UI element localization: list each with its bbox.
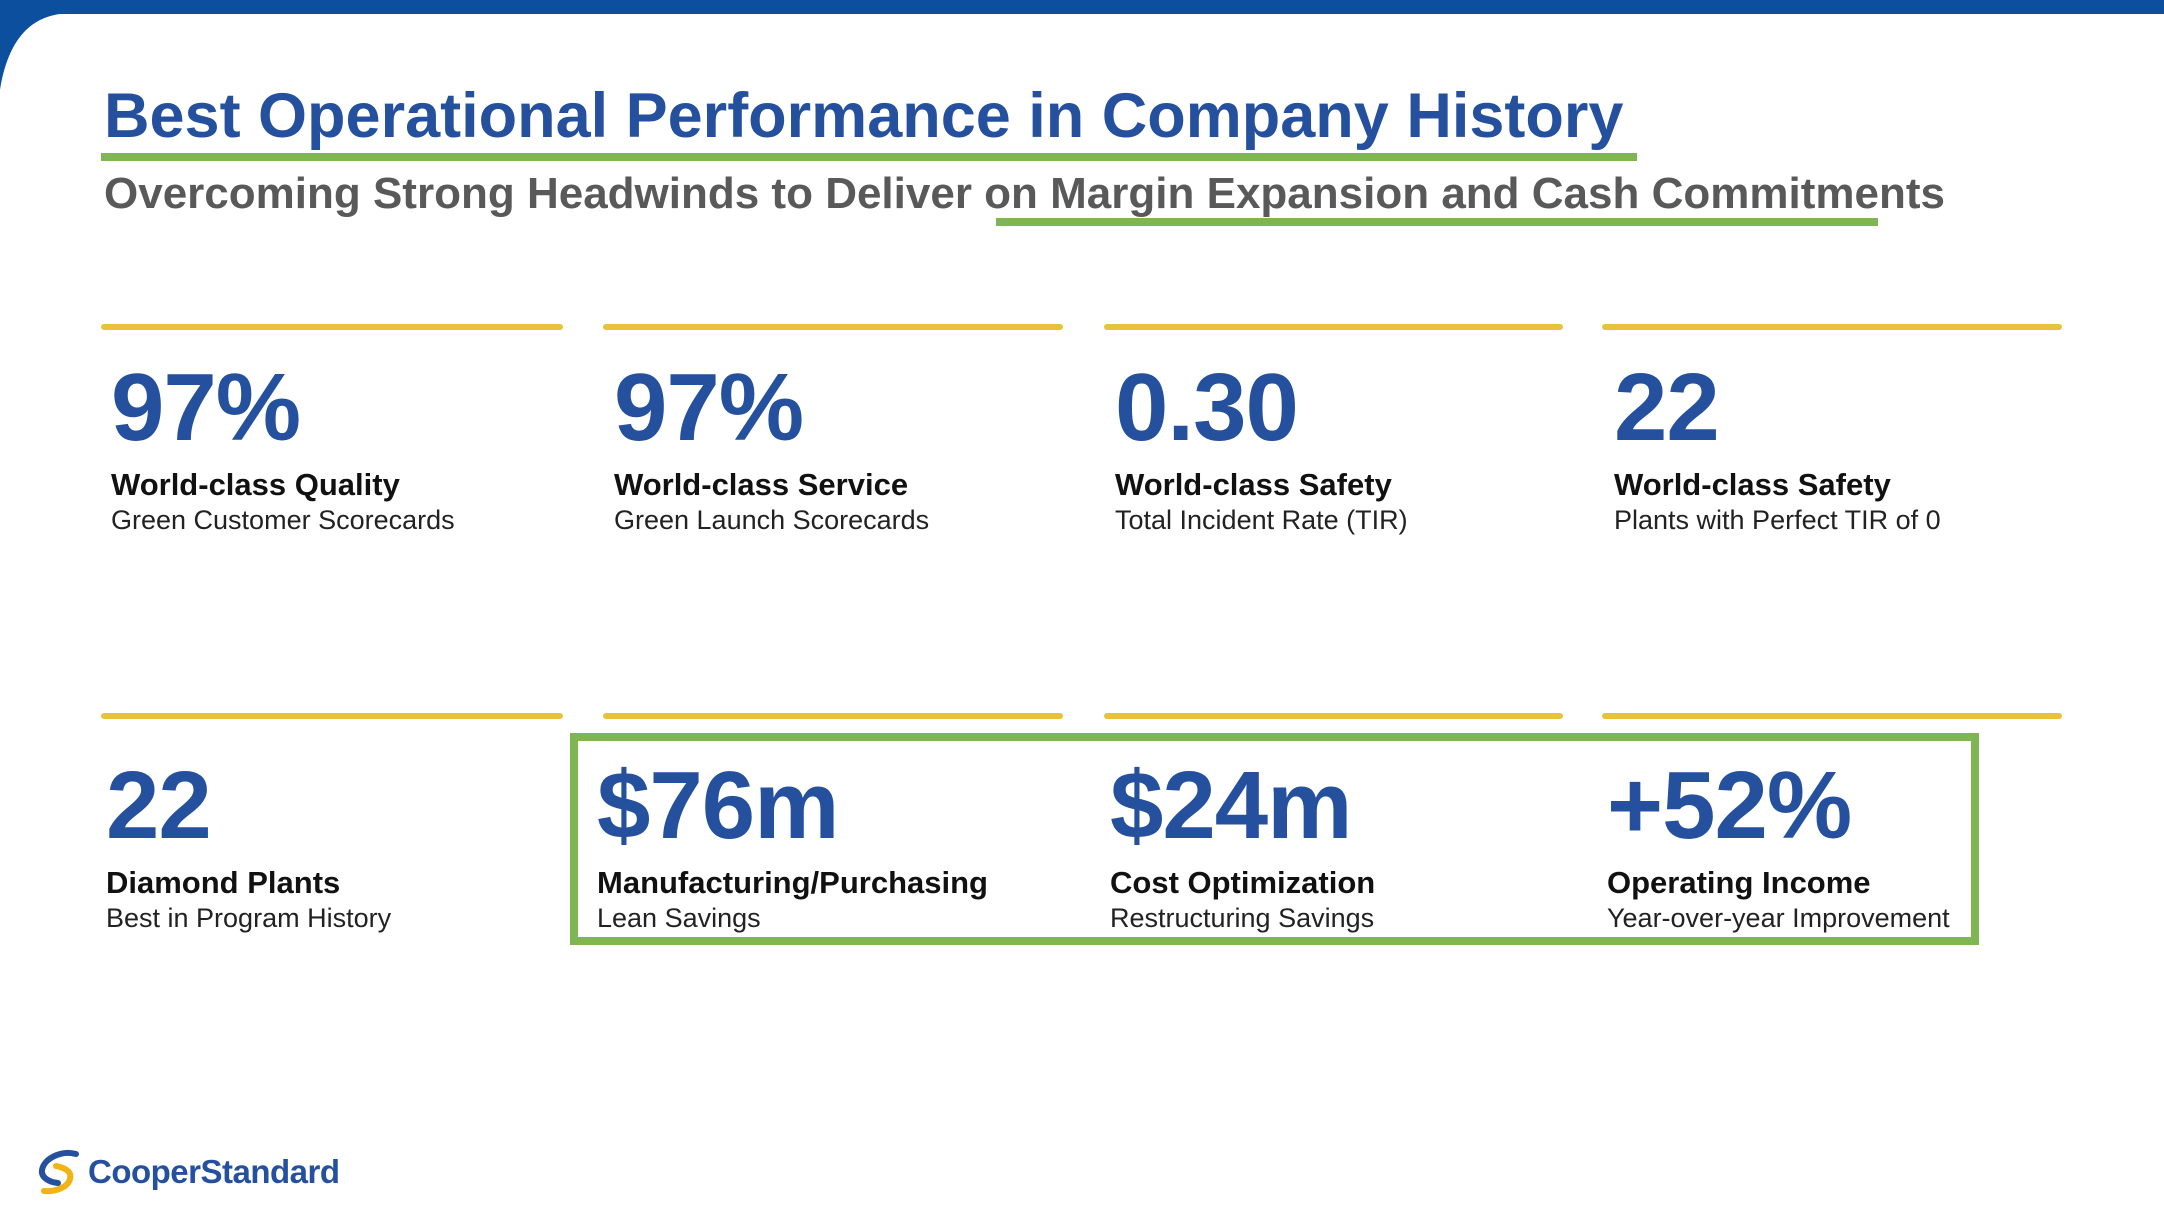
slide-subtitle: Overcoming Strong Headwinds to Deliver o… (104, 169, 1945, 218)
metric-restructuring-savings: $24m Cost Optimization Restructuring Sav… (1110, 758, 1375, 935)
savings-highlight-box (570, 733, 1979, 945)
metric-sublabel: Restructuring Savings (1110, 903, 1375, 933)
metric-sublabel: Total Incident Rate (TIR) (1115, 505, 1408, 535)
metric-divider (603, 324, 1063, 330)
top-header-band (0, 0, 2164, 14)
cooper-standard-swoosh-icon (38, 1150, 79, 1195)
logo-wordmark: CooperStandard (88, 1153, 340, 1190)
slide-title: Best Operational Performance in Company … (104, 81, 1624, 151)
company-logo: CooperStandard (36, 1146, 340, 1198)
metric-label: World-class Safety (1614, 467, 1891, 502)
metric-label: Diamond Plants (106, 865, 341, 900)
header-corner-curve (0, 0, 60, 90)
metric-divider (1602, 324, 2062, 330)
metric-sublabel: Plants with Perfect TIR of 0 (1614, 505, 1941, 535)
metric-value: $24m (1110, 752, 1353, 859)
metric-label: Manufacturing/Purchasing (597, 865, 988, 900)
metric-label: World-class Service (614, 467, 909, 502)
metric-lean-savings: $76m Manufacturing/Purchasing Lean Savin… (597, 758, 988, 935)
metric-sublabel: Year-over-year Improvement (1607, 903, 1950, 933)
metric-sublabel: Green Customer Scorecards (111, 505, 455, 535)
metric-divider (1104, 324, 1563, 330)
metric-divider (1602, 713, 2062, 719)
metric-sublabel: Green Launch Scorecards (614, 505, 930, 535)
metric-service: 97% World-class Service Green Launch Sco… (614, 360, 929, 537)
title-underline (101, 153, 1637, 161)
metric-safety-plants: 22 World-class Safety Plants with Perfec… (1614, 360, 1941, 537)
metric-label: Cost Optimization (1110, 865, 1376, 900)
metric-label: World-class Quality (111, 467, 400, 502)
metric-diamond-plants: 22 Diamond Plants Best in Program Histor… (106, 758, 391, 935)
metric-divider (603, 713, 1063, 719)
metric-value: 97% (614, 354, 804, 461)
metric-value: 0.30 (1115, 354, 1299, 461)
metric-sublabel: Best in Program History (106, 903, 392, 933)
metric-sublabel: Lean Savings (597, 903, 761, 933)
metric-quality: 97% World-class Quality Green Customer S… (111, 360, 455, 537)
metric-value: 22 (106, 752, 212, 859)
subtitle-underline (996, 218, 1878, 226)
metric-value: +52% (1607, 752, 1852, 859)
metric-operating-income: +52% Operating Income Year-over-year Imp… (1607, 758, 1950, 935)
metric-divider (1104, 713, 1563, 719)
metric-label: World-class Safety (1115, 467, 1392, 502)
metric-value: 22 (1614, 354, 1720, 461)
metric-label: Operating Income (1607, 865, 1871, 900)
metric-divider (101, 713, 563, 719)
metric-divider (101, 324, 563, 330)
metric-value: 97% (111, 354, 301, 461)
metric-safety-tir: 0.30 World-class Safety Total Incident R… (1115, 360, 1408, 537)
metric-value: $76m (597, 752, 840, 859)
